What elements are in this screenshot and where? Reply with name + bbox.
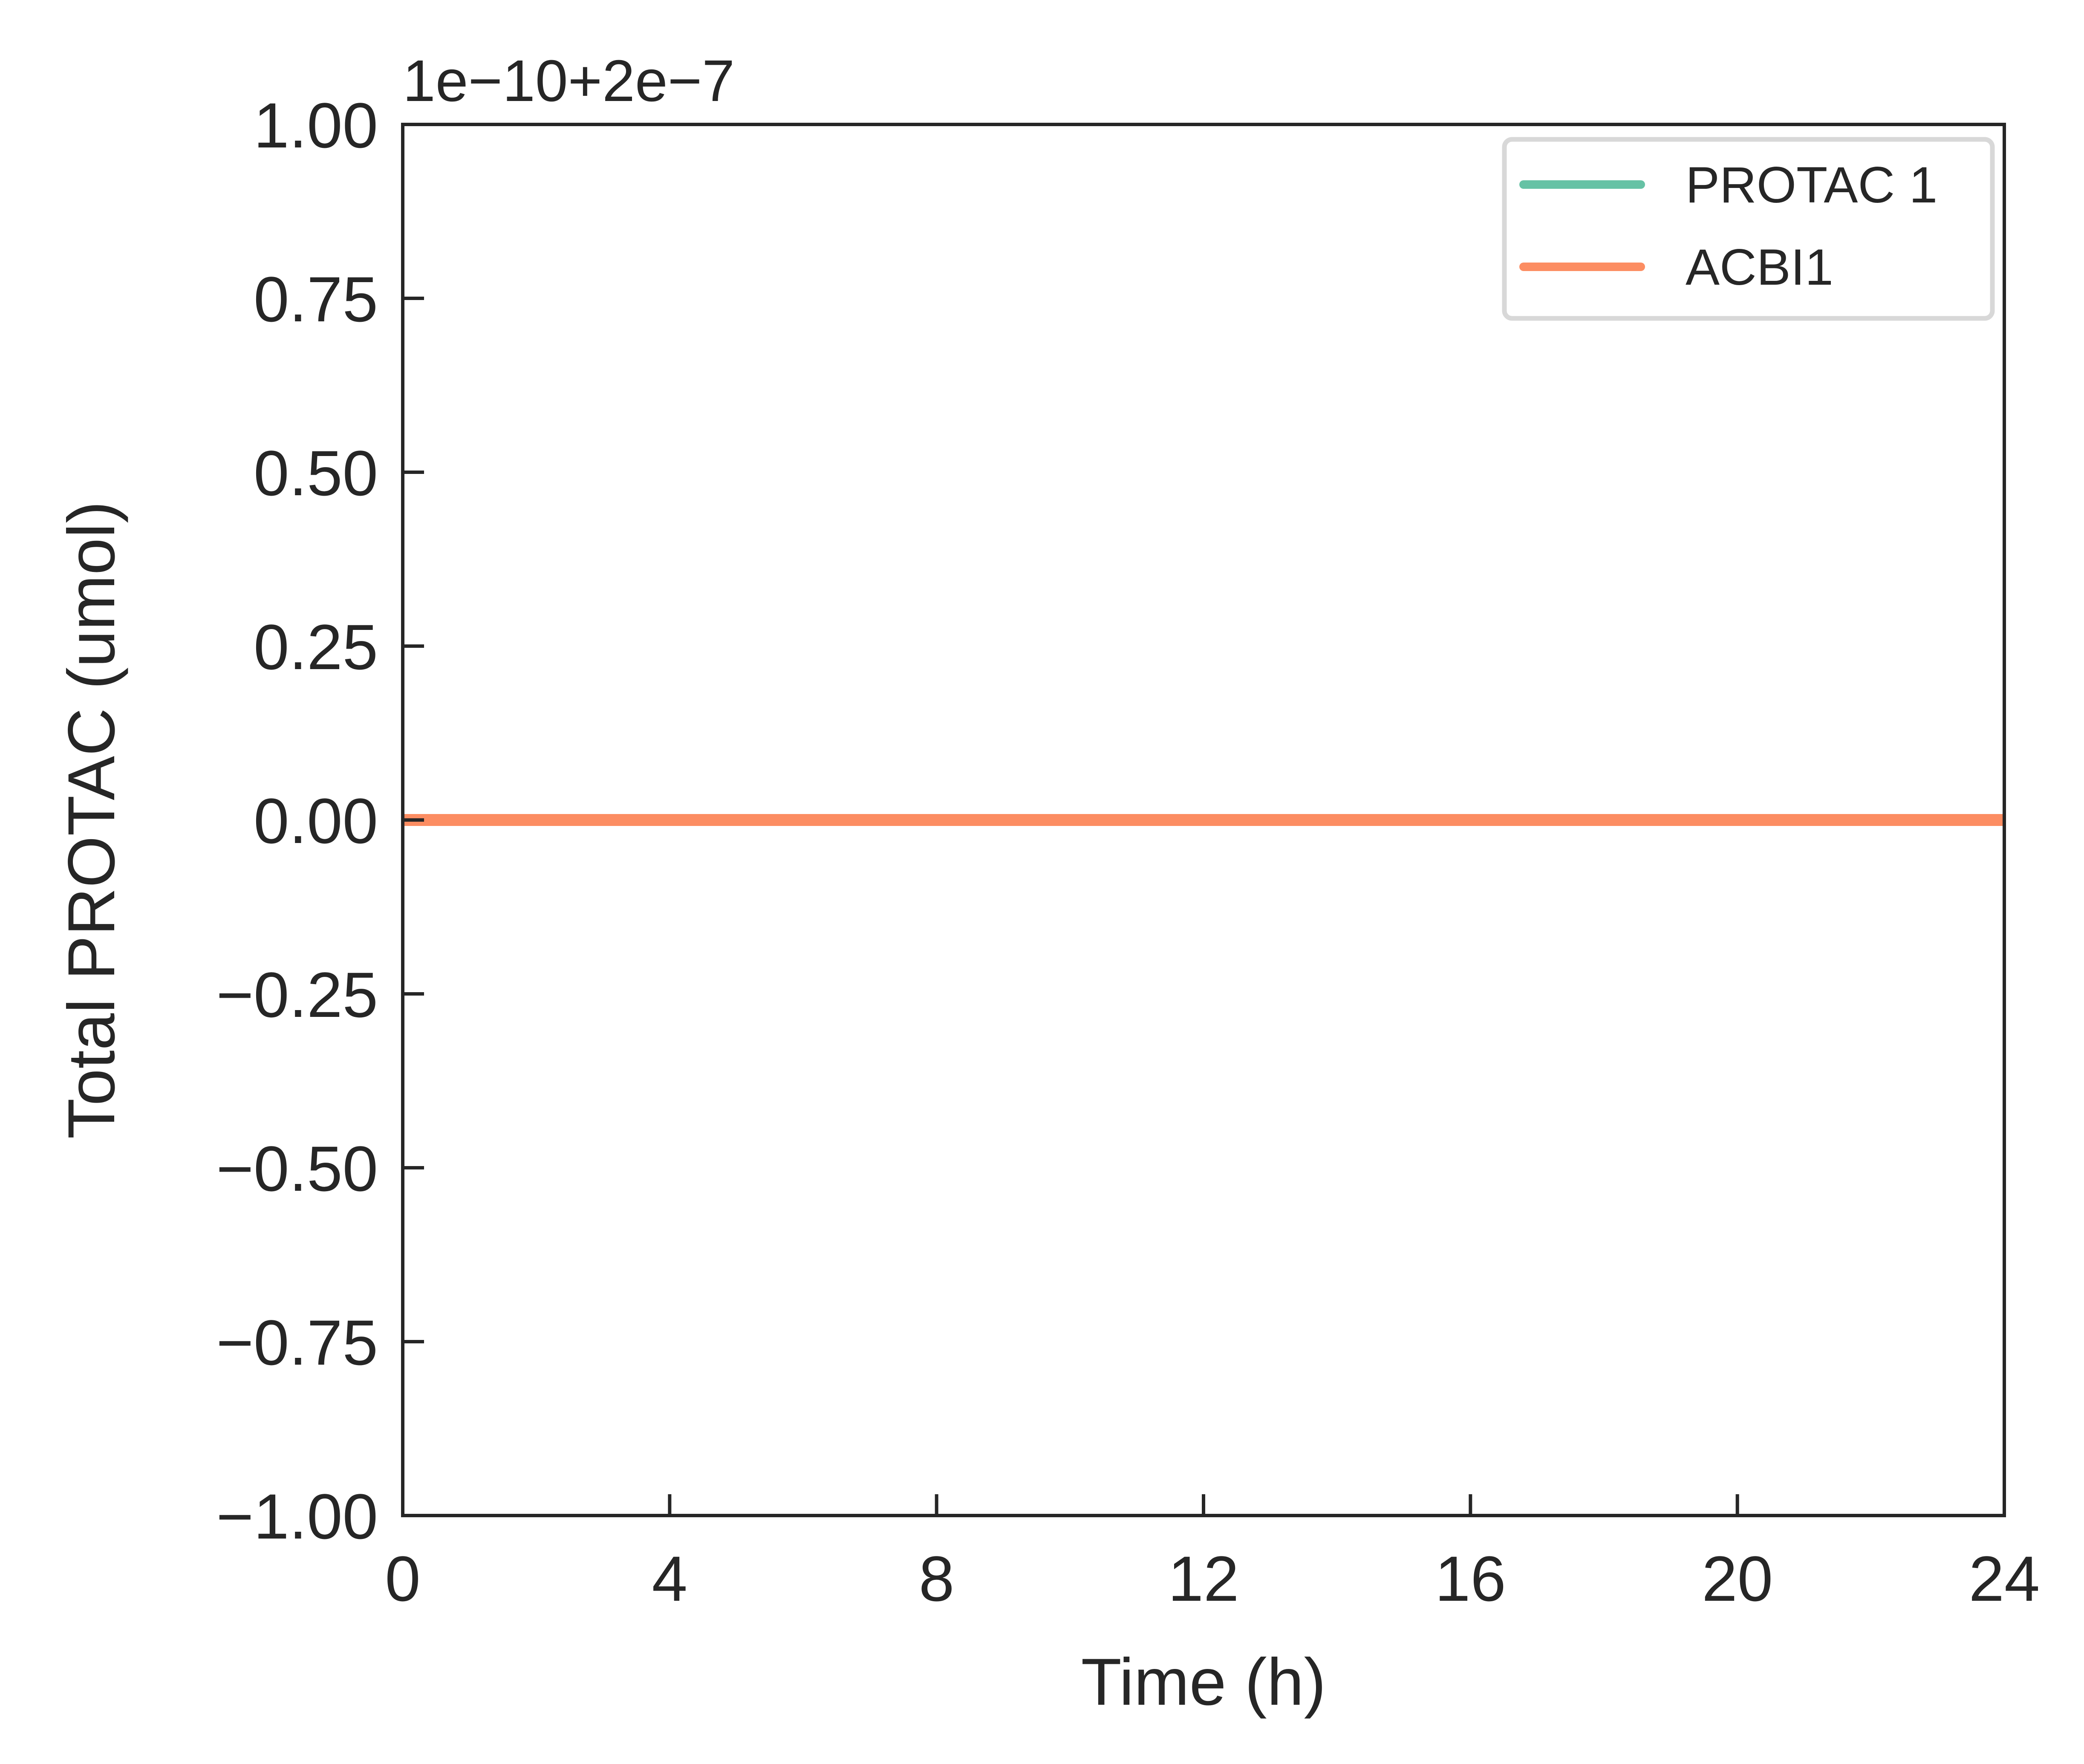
x-tick-label: 20 [1702,1543,1773,1614]
legend-entries: PROTAC 1 ACBI1 [1519,156,1937,296]
legend-label-2: ACBI1 [1686,239,1833,296]
x-tick-label: 12 [1168,1543,1239,1614]
y-tick-label: 0.50 [254,437,378,509]
y-tick-label: −0.25 [216,959,378,1031]
y-tick-label: 1.00 [254,89,378,161]
y-axis-offset-text: 1e−10+2e−7 [403,48,735,114]
y-tick-label: −1.00 [216,1481,378,1552]
x-tick-label: 0 [385,1543,420,1614]
x-axis-title: Time (h) [1081,1645,1326,1719]
y-tick-label: 0.25 [254,611,378,683]
x-tick-label: 8 [919,1543,954,1614]
legend-label-1: PROTAC 1 [1686,156,1937,214]
y-axis-title: Total PROTAC (umol) [55,501,129,1139]
plot-area-frame [401,123,2006,1517]
y-tick-label: −0.50 [216,1133,378,1204]
x-tick-label: 24 [1969,1543,2040,1614]
x-tick-label: 16 [1435,1543,1506,1614]
y-tick-label: 0.00 [254,785,378,857]
ticks-layer: 0 4 8 12 16 20 24 −1.00 −0.75 −0.50 −0.25 0.00 0.25 0… [216,89,2040,1614]
y-tick-label: 0.75 [254,263,378,335]
legend: PROTAC 1 ACBI1 [1502,137,1995,321]
y-tick-label: −0.75 [216,1307,378,1378]
x-tick-label: 4 [652,1543,687,1614]
